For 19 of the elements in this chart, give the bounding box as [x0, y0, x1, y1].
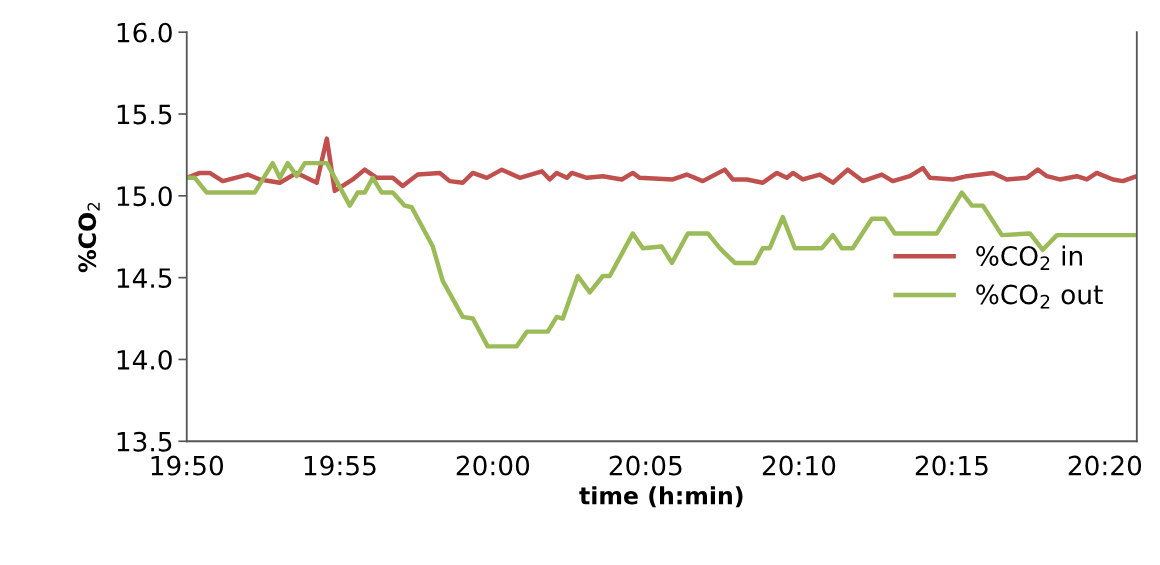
y-tick-label: 15.0: [117, 186, 172, 207]
x-tick-label: 19:50: [151, 455, 224, 476]
legend-label: %CO$_{2}$ in: [976, 245, 1082, 270]
y-tick-label: 13.5: [117, 431, 172, 452]
y-tick-label: 14.5: [117, 268, 172, 289]
x-tick-label: 20:15: [915, 455, 988, 476]
line-series: [186, 160, 1137, 349]
x-axis-title: time (h:min): [579, 486, 743, 508]
x-tick-label: 20:00: [456, 455, 530, 476]
x-tick-label: 20:05: [609, 455, 682, 476]
y-tick-label: 14.0: [117, 349, 172, 370]
y-tick-label: 16.0: [117, 22, 172, 43]
x-tick-label: 20:10: [762, 455, 836, 476]
x-tick-label: 19:55: [304, 455, 376, 476]
y-tick-label: 15.5: [117, 104, 172, 125]
line-series: [186, 136, 1137, 194]
x-tick-label: 20:20: [1068, 455, 1142, 476]
y-axis-title: %CO$_{2}$: [78, 202, 100, 273]
legend-label: %CO$_{2}$ out: [976, 284, 1103, 309]
